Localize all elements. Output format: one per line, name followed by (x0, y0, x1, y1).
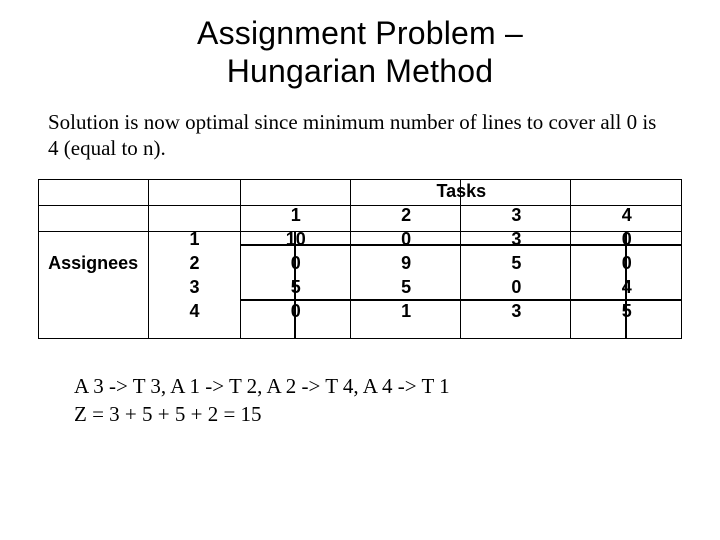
assignee-row-header: 4 (148, 299, 240, 323)
task-col-header: 3 (461, 203, 571, 227)
empty-cell (38, 275, 148, 299)
assignee-row-header: 1 (148, 227, 240, 251)
cost-cell: 5 (461, 251, 571, 275)
cost-cell: 5 (572, 299, 682, 323)
cost-cell: 0 (351, 227, 461, 251)
cost-cell: 4 (572, 275, 682, 299)
cost-cell: 3 (461, 227, 571, 251)
z-line: Z = 3 + 5 + 5 + 2 = 15 (74, 402, 262, 426)
cost-cell: 5 (241, 275, 351, 299)
cost-cell: 5 (351, 275, 461, 299)
cost-cell: 0 (461, 275, 571, 299)
tasks-header: Tasks (241, 179, 682, 203)
cost-cell: 0 (241, 251, 351, 275)
empty-cell (148, 203, 240, 227)
slide-title: Assignment Problem – Hungarian Method (0, 0, 720, 91)
empty-cell (38, 299, 148, 323)
cost-cell: 10 (241, 227, 351, 251)
title-line-2: Hungarian Method (227, 53, 493, 89)
empty-cell (38, 203, 148, 227)
cost-table-grid: Tasks 1 2 3 4 1 10 0 3 0 Assignees 2 (38, 179, 682, 323)
cost-table: Tasks 1 2 3 4 1 10 0 3 0 Assignees 2 (38, 179, 682, 339)
assignee-row-header: 2 (148, 251, 240, 275)
assignees-header: Assignees (38, 251, 148, 275)
assignee-row-header: 3 (148, 275, 240, 299)
body-paragraph: Solution is now optimal since minimum nu… (0, 91, 720, 162)
table-row: 1 10 0 3 0 (38, 227, 682, 251)
cost-cell: 1 (351, 299, 461, 323)
table-row: 1 2 3 4 (38, 203, 682, 227)
cost-cell: 0 (572, 227, 682, 251)
cost-cell: 9 (351, 251, 461, 275)
table-row: 4 0 1 3 5 (38, 299, 682, 323)
table-row: 3 5 5 0 4 (38, 275, 682, 299)
cost-cell: 0 (572, 251, 682, 275)
empty-cell (38, 227, 148, 251)
title-line-1: Assignment Problem – (197, 15, 523, 51)
table-row: Tasks (38, 179, 682, 203)
cost-cell: 3 (461, 299, 571, 323)
assignments-line: A 3 -> T 3, A 1 -> T 2, A 2 -> T 4, A 4 … (74, 374, 450, 398)
task-col-header: 2 (351, 203, 461, 227)
table-row: Assignees 2 0 9 5 0 (38, 251, 682, 275)
empty-cell (38, 179, 148, 203)
result-block: A 3 -> T 3, A 1 -> T 2, A 2 -> T 4, A 4 … (0, 339, 720, 428)
cost-cell: 0 (241, 299, 351, 323)
task-col-header: 1 (241, 203, 351, 227)
empty-cell (148, 179, 240, 203)
task-col-header: 4 (572, 203, 682, 227)
